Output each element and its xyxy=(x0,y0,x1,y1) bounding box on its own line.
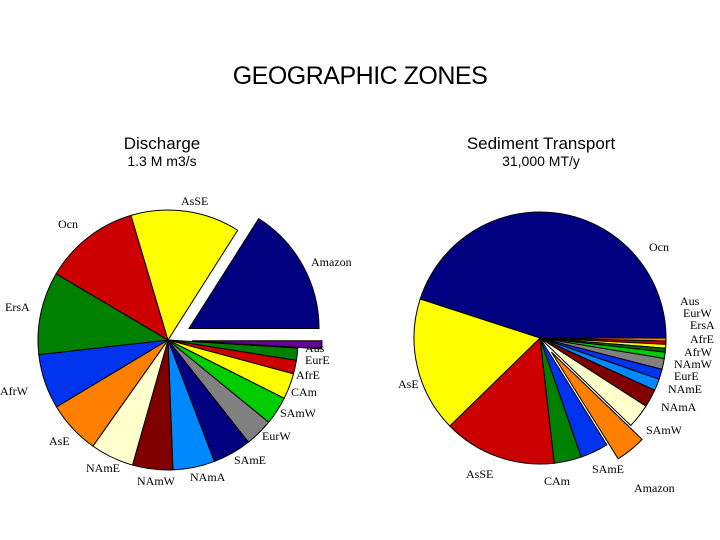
slice-label-ase: AsE xyxy=(49,434,70,448)
pie-slice-ase xyxy=(413,298,541,427)
slice-label-nama: NAmA xyxy=(661,400,697,414)
slice-label-same: SAmE xyxy=(234,453,266,467)
pie-slice-ocn xyxy=(419,211,667,339)
slice-label-eure: EurE xyxy=(674,369,699,383)
slice-label-namw: NAmW xyxy=(674,357,713,371)
pie-slice-amazon xyxy=(550,351,643,460)
pie-slice-samw xyxy=(539,337,647,427)
discharge-chart-subtitle: 1.3 M m3/s xyxy=(127,153,197,169)
page-title: GEOGRAPHIC ZONES xyxy=(232,62,488,90)
slice-label-asse: AsSE xyxy=(466,467,493,481)
pie-slice-ersa xyxy=(37,273,170,356)
pie-slice-amazon xyxy=(188,217,320,329)
slice-label-afrw: AfrW xyxy=(0,384,29,398)
slice-label-amazon: Amazon xyxy=(634,481,675,495)
slice-label-ase: AsE xyxy=(398,377,419,391)
slice-label-afrw: AfrW xyxy=(684,345,713,359)
pie-slice-asse xyxy=(449,336,555,465)
slice-label-afre: AfrE xyxy=(690,332,714,346)
slice-label-same: SAmE xyxy=(592,462,624,476)
slice-label-eurw: EurW xyxy=(683,306,712,320)
slice-label-name: NAmE xyxy=(668,382,702,396)
slice-label-ersa: ErsA xyxy=(690,318,715,332)
slice-label-samw: SAmW xyxy=(280,406,317,420)
slice-label-eure: EurE xyxy=(305,353,330,367)
discharge-chart-title: Discharge xyxy=(123,134,201,153)
slice-label-aus: Aus xyxy=(305,341,325,355)
slice-label-ocn: Ocn xyxy=(649,240,669,254)
slice-label-eurw: EurW xyxy=(262,429,291,443)
slice-label-asse: AsSE xyxy=(181,194,208,208)
slice-label-namw: NAmW xyxy=(137,474,176,488)
pie-slice-aus xyxy=(191,340,323,350)
slice-label-ersa: ErsA xyxy=(5,300,30,314)
slice-label-name: NAmE xyxy=(86,461,120,475)
slice-label-afre: AfrE xyxy=(296,368,320,382)
sediment-chart-title: Sediment Transport xyxy=(466,134,616,153)
slice-label-nama: NAmA xyxy=(190,470,226,484)
slice-label-ocn: Ocn xyxy=(58,217,78,231)
slice-label-aus: Aus xyxy=(680,294,700,308)
pie-slice-asse xyxy=(130,209,239,342)
slice-label-samw: SAmW xyxy=(646,423,683,437)
slice-label-amazon: Amazon xyxy=(311,255,352,269)
slice-label-cam: CAm xyxy=(291,385,318,399)
sediment-chart-subtitle: 31,000 MT/y xyxy=(502,153,580,169)
slice-label-cam: CAm xyxy=(544,474,571,488)
